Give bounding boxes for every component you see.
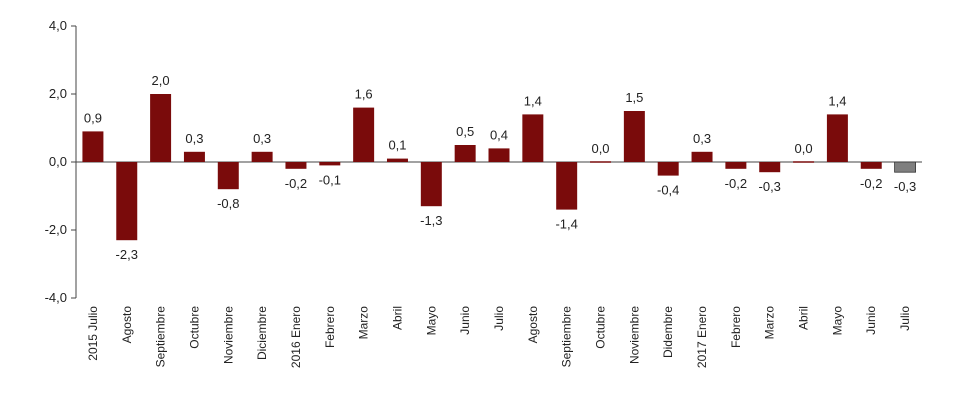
bar (454, 145, 476, 162)
x-tick-label: Mayo (424, 306, 438, 336)
x-tick-label: Septiembre (154, 306, 168, 368)
x-axis-labels: 2015 Julio Agosto Septiembre Octubre Noviemb… (86, 306, 912, 368)
bar (590, 161, 612, 163)
x-tick-label: Diciembre (255, 306, 269, 360)
data-label: -0,2 (860, 176, 882, 191)
bar (217, 162, 239, 190)
x-tick-label: Didembre (661, 306, 675, 358)
bar (488, 148, 510, 162)
x-tick-label: Noviembre (221, 306, 235, 364)
x-tick-label: Abril (390, 306, 404, 330)
x-tick-label: Julio (492, 306, 506, 331)
data-label: -0,3 (759, 179, 781, 194)
bar (116, 162, 138, 241)
x-tick-label: Abril (797, 306, 811, 330)
data-label: 0,4 (490, 127, 508, 142)
x-tick-label: Marzo (357, 306, 371, 340)
bar (691, 151, 713, 162)
bar (251, 151, 273, 162)
data-label: 0,3 (693, 131, 711, 146)
data-label: -0,2 (285, 176, 307, 191)
data-label: -0,2 (725, 176, 747, 191)
x-tick-label: 2015 Julio (86, 306, 100, 361)
x-tick-label: Octubre (594, 306, 608, 349)
data-label: 0,3 (253, 131, 271, 146)
bar (82, 131, 104, 162)
x-tick-label: Febrero (729, 306, 743, 348)
data-label: -0,4 (657, 183, 679, 198)
data-label: -2,3 (116, 247, 138, 262)
bar (894, 161, 916, 173)
bars (82, 94, 916, 241)
data-label: 0,0 (591, 141, 609, 156)
bar (319, 162, 341, 166)
bar (183, 151, 205, 162)
x-tick-label: Noviembre (627, 306, 641, 364)
y-tick-label: -2,0 (45, 222, 67, 237)
data-label: -0,3 (894, 179, 916, 194)
x-tick-label: Marzo (763, 306, 777, 340)
data-label: -1,3 (420, 213, 442, 228)
bar (657, 162, 679, 176)
x-tick-label: Julio (898, 306, 912, 331)
x-tick-label: Septiembre (560, 306, 574, 368)
y-tick-label: 2,0 (49, 86, 67, 101)
bar (522, 114, 544, 162)
bar (725, 162, 747, 169)
data-label: 0,9 (84, 110, 102, 125)
bar (793, 161, 815, 163)
y-tick-label: 4,0 (49, 18, 67, 33)
data-label: 1,5 (625, 90, 643, 105)
x-tick-label: 2017 Enero (695, 306, 709, 368)
data-label: 1,4 (524, 93, 542, 108)
data-label: -0,8 (217, 196, 239, 211)
data-label: 1,4 (828, 93, 846, 108)
x-tick-label: Agosto (526, 306, 540, 344)
bar (353, 107, 375, 162)
x-tick-label: Febrero (323, 306, 337, 348)
y-tick-label: 0,0 (49, 154, 67, 169)
bar (150, 94, 172, 162)
x-tick-label: Mayo (830, 306, 844, 336)
bar (826, 114, 848, 162)
bar (556, 162, 578, 210)
bar (860, 162, 882, 169)
data-label: 0,5 (456, 124, 474, 139)
data-label: 1,6 (355, 87, 373, 102)
y-tick-label: -4,0 (45, 290, 67, 305)
data-label: -1,4 (555, 217, 577, 232)
bar (759, 162, 781, 173)
data-label: -0,1 (319, 172, 341, 187)
bar (420, 162, 442, 207)
x-tick-label: Octubre (187, 306, 201, 349)
x-tick-label: Junio (864, 306, 878, 335)
y-axis: 4,0 2,0 0,0 -2,0 -4,0 (45, 18, 922, 305)
data-labels: 0,9 -2,3 2,0 0,3 -0,8 0,3 -0,2 -0,1 1,6 0,1 -1,3 0,… (84, 73, 916, 262)
data-label: 0,3 (185, 131, 203, 146)
bar (285, 162, 307, 169)
x-tick-label: Agosto (120, 306, 134, 344)
bar (386, 158, 408, 162)
data-label: 2,0 (152, 73, 170, 88)
data-label: 0,1 (388, 138, 406, 153)
bar (623, 111, 645, 162)
x-tick-label: Junio (458, 306, 472, 335)
x-tick-label: 2016 Enero (289, 306, 303, 368)
data-label: 0,0 (795, 141, 813, 156)
